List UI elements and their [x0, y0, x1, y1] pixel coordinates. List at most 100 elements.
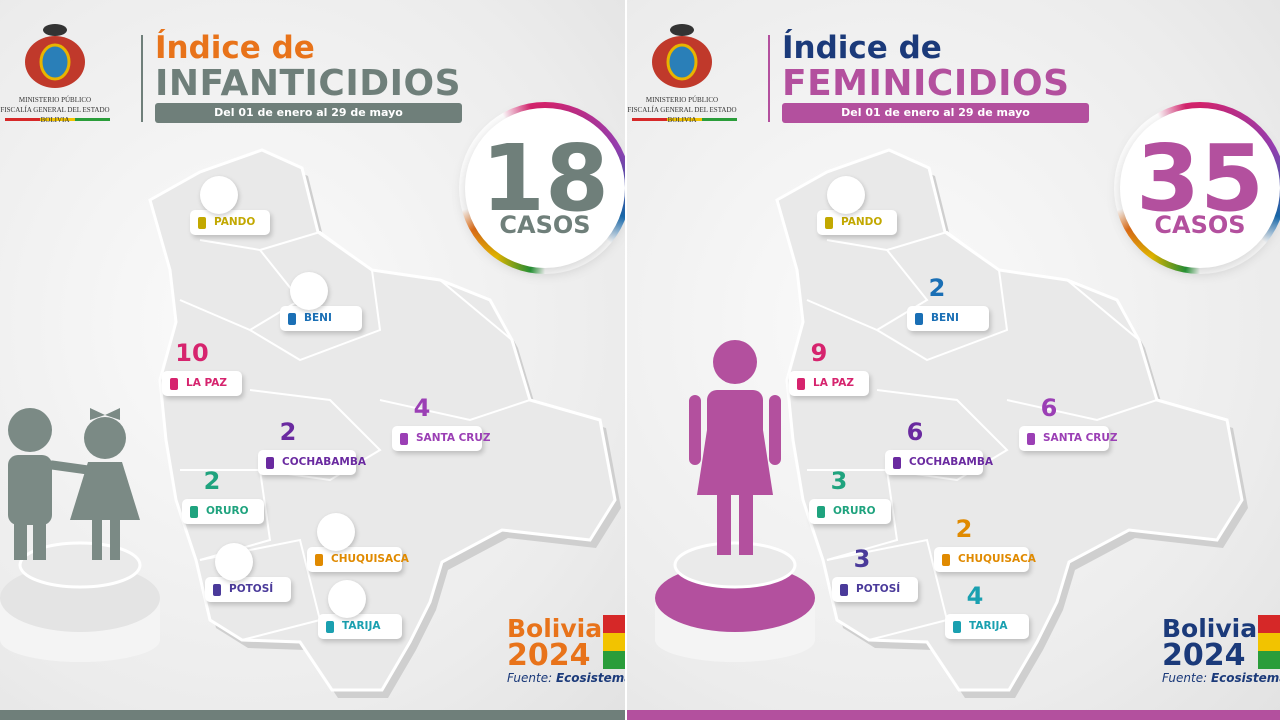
flag-stripe	[40, 118, 75, 121]
department-label: ORURO	[182, 499, 264, 524]
department-label: COCHABAMBA	[258, 450, 366, 475]
department-label: LA PAZ	[162, 371, 242, 396]
bow	[90, 408, 120, 420]
org-line: MINISTERIO PÚBLICO	[18, 96, 92, 104]
flag-square	[1258, 651, 1280, 669]
child-leg	[92, 515, 102, 560]
department-label: SANTA CRUZ	[1019, 426, 1118, 451]
woman-arm	[689, 395, 701, 465]
org-line: FISCALÍA GENERAL DEL ESTADO	[0, 106, 110, 114]
child-leg	[33, 515, 46, 560]
flag-square	[603, 615, 625, 633]
period: Del 01 de enero al 29 de mayo	[155, 103, 462, 123]
department-label: CHUQUISACA	[934, 547, 1036, 572]
department-marker	[328, 580, 366, 618]
department-label: BENI	[280, 306, 362, 331]
flag-square	[603, 633, 625, 651]
brand-name: Bolivia	[507, 614, 603, 643]
total-unit: CASOS	[1154, 211, 1246, 239]
department-label: ORURO	[809, 499, 891, 524]
title-line-2: INFANTICIDIOS	[155, 63, 462, 104]
woman-leg	[717, 490, 731, 555]
woman-leg	[739, 490, 753, 555]
department-label: LA PAZ	[789, 371, 869, 396]
department-icon	[953, 621, 961, 633]
map-border	[371, 269, 532, 422]
department-icon	[1027, 433, 1035, 445]
department-icon	[942, 554, 950, 566]
map-border	[826, 538, 949, 641]
graphics	[0, 24, 625, 698]
brand-year: 2024	[507, 638, 591, 673]
flag-square	[603, 651, 625, 669]
department-icon	[817, 506, 825, 518]
bottom-bar	[627, 710, 1280, 720]
department-count: 2	[955, 515, 973, 543]
title-line-1: Índice de	[155, 30, 315, 66]
department-count: 3	[853, 545, 871, 573]
department-label: PANDO	[190, 210, 270, 235]
emblem-condor	[43, 24, 67, 36]
department-label: PANDO	[817, 210, 897, 235]
department-label: POTOSÍ	[832, 577, 918, 602]
department-marker	[200, 176, 238, 214]
map-border	[249, 230, 382, 362]
period: Del 01 de enero al 29 de mayo	[782, 103, 1089, 123]
department-icon	[213, 584, 221, 596]
source-label: Fuente:	[1162, 671, 1208, 685]
department-count: 4	[966, 582, 984, 610]
total: 35	[1135, 125, 1265, 232]
emblem-shield	[666, 43, 698, 81]
child-leg	[110, 515, 120, 560]
bottom-bar	[0, 710, 625, 720]
child-leg	[14, 515, 27, 560]
map-border	[876, 389, 1009, 482]
woman-torso	[707, 390, 763, 440]
map-border	[807, 469, 899, 561]
brand-year: 2024	[1162, 638, 1246, 673]
department-count: 2	[203, 467, 221, 495]
department-marker	[215, 543, 253, 581]
department-count: 3	[830, 467, 848, 495]
org-line: FISCALÍA GENERAL DEL ESTADO	[627, 106, 737, 114]
department-marker	[317, 513, 355, 551]
department-icon	[825, 217, 833, 229]
flag-stripe	[702, 118, 737, 121]
map-border	[199, 538, 322, 641]
org-line: BOLIVIA	[40, 116, 70, 124]
department-icon	[915, 313, 923, 325]
source-name: Ecosistema	[1210, 671, 1280, 685]
child-head	[8, 408, 52, 452]
graphics	[632, 24, 1280, 698]
department-icon	[198, 217, 206, 229]
department-icon	[797, 378, 805, 390]
department-icon	[170, 378, 178, 390]
emblem-shield	[39, 43, 71, 81]
department-icon	[400, 433, 408, 445]
title-line-1: Índice de	[782, 30, 942, 66]
flag-stripe	[632, 118, 667, 121]
source: Fuente: Ecosistema	[1162, 671, 1280, 685]
department-icon	[840, 584, 848, 596]
arms	[47, 460, 93, 475]
department-icon	[326, 621, 334, 633]
department-icon	[315, 554, 323, 566]
map-border	[806, 239, 929, 332]
department-count: 6	[1040, 394, 1058, 422]
department-count: 2	[928, 274, 946, 302]
woman-head	[713, 340, 757, 384]
department-label: BENI	[907, 306, 989, 331]
map-border	[876, 230, 1009, 362]
child-dress	[70, 462, 140, 520]
map-border	[998, 269, 1159, 422]
panel: MINISTERIO PÚBLICO FISCALÍA GENERAL DEL E…	[0, 0, 625, 720]
department-count: 6	[906, 418, 924, 446]
source-label: Fuente:	[507, 671, 553, 685]
map-border	[249, 389, 382, 482]
title-line-2: FEMINICIDIOS	[782, 63, 1070, 104]
department-label: CHUQUISACA	[307, 547, 409, 572]
department-count: 2	[279, 418, 297, 446]
department-icon	[288, 313, 296, 325]
flag-square	[1258, 615, 1280, 633]
